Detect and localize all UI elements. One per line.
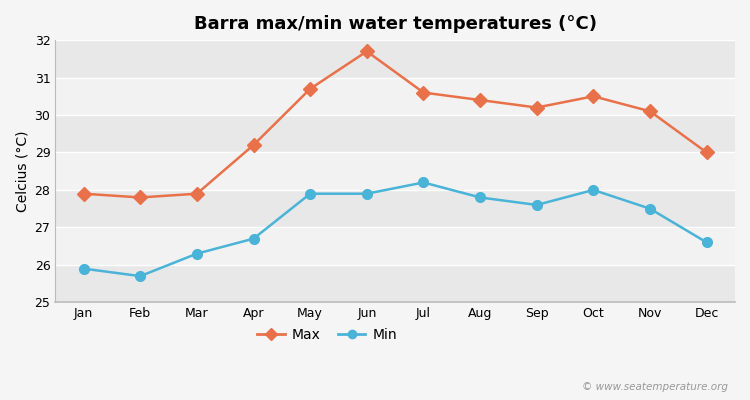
Bar — [56, 40, 735, 78]
Max — [193, 191, 202, 196]
Title: Barra max/min water temperatures (°C): Barra max/min water temperatures (°C) — [194, 15, 597, 33]
Min — [532, 202, 542, 207]
Min — [476, 195, 484, 200]
Bar — [56, 152, 735, 190]
Bar — [56, 115, 735, 152]
Min — [306, 191, 315, 196]
Min — [136, 274, 145, 278]
Bar — [56, 228, 735, 265]
Max — [589, 94, 598, 99]
Max — [419, 90, 428, 95]
Legend: Max, Min: Max, Min — [252, 323, 403, 348]
Min — [362, 191, 371, 196]
Text: © www.seatemperature.org: © www.seatemperature.org — [581, 382, 728, 392]
Min — [419, 180, 428, 185]
Max — [362, 49, 371, 54]
Y-axis label: Celcius (°C): Celcius (°C) — [15, 130, 29, 212]
Min — [702, 240, 711, 245]
Max — [136, 195, 145, 200]
Bar — [56, 78, 735, 115]
Line: Min: Min — [79, 178, 712, 281]
Bar — [56, 265, 735, 302]
Max — [702, 150, 711, 155]
Max — [646, 109, 655, 114]
Min — [589, 188, 598, 192]
Max — [476, 98, 484, 102]
Min — [193, 251, 202, 256]
Max — [249, 143, 258, 148]
Min — [79, 266, 88, 271]
Max — [306, 86, 315, 91]
Min — [646, 206, 655, 211]
Bar — [56, 190, 735, 228]
Line: Max: Max — [79, 46, 712, 202]
Min — [249, 236, 258, 241]
Max — [79, 191, 88, 196]
Max — [532, 105, 542, 110]
